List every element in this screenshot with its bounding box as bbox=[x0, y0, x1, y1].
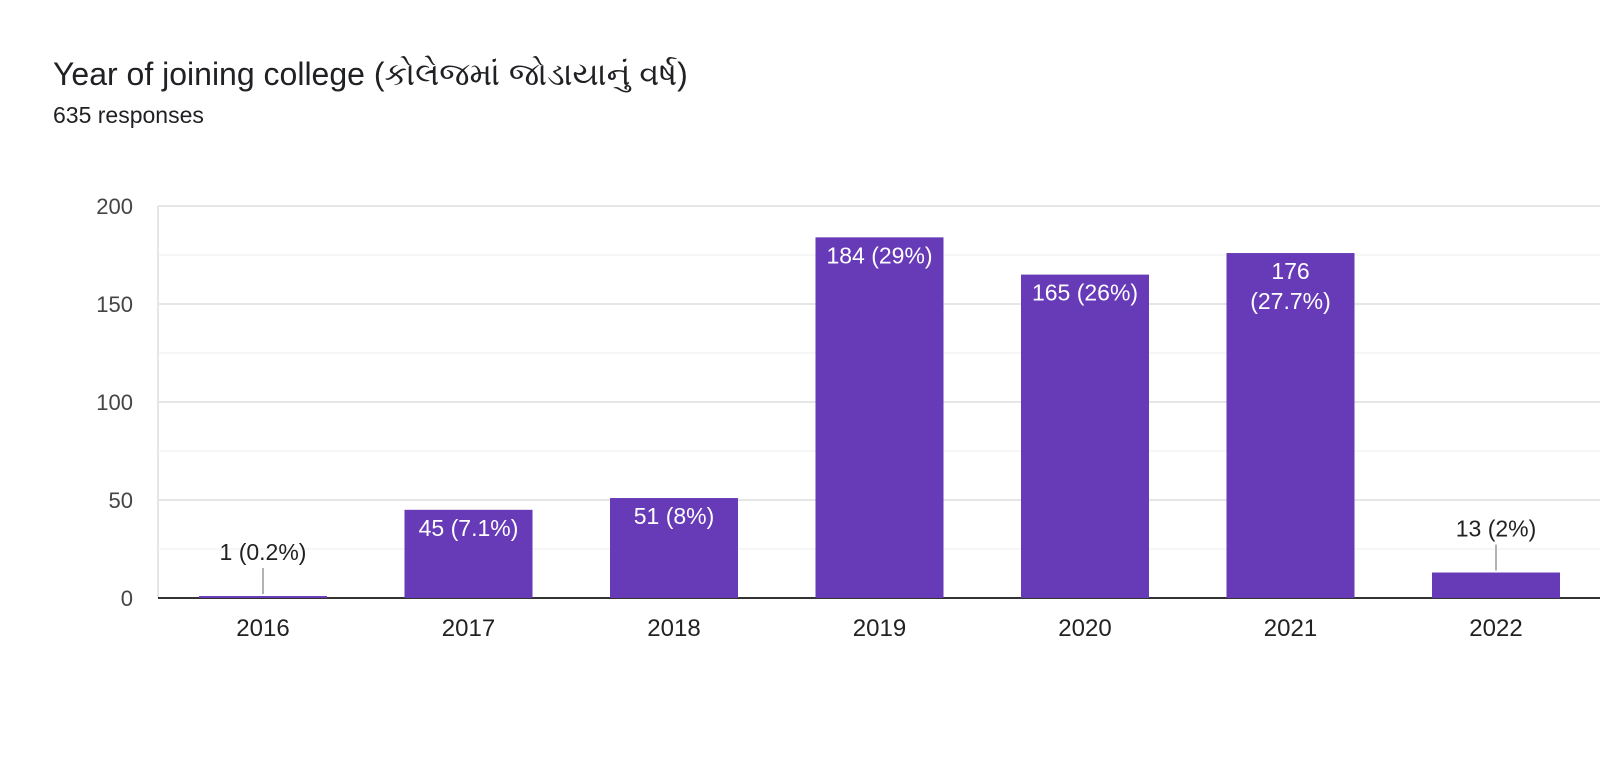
chart-header: Year of joining college (કોલેજમાં જોડાયા… bbox=[53, 52, 688, 130]
bar-2019[interactable] bbox=[815, 237, 944, 599]
x-tick-label: 2019 bbox=[853, 615, 906, 642]
data-label: 45 (7.1%) bbox=[419, 515, 519, 541]
data-labels: 1 (0.2%) 45 (7.1%) 51 (8%) 184 (29%) 165 (26… bbox=[220, 242, 1537, 595]
bars bbox=[199, 237, 1560, 599]
x-tick-label: 2020 bbox=[1058, 615, 1111, 642]
chart-title: Year of joining college (કોલેજમાં જોડાયા… bbox=[53, 56, 688, 92]
x-tick-label: 2017 bbox=[442, 615, 495, 642]
data-label: 51 (8%) bbox=[634, 503, 715, 529]
y-tick-label: 50 bbox=[109, 488, 133, 513]
data-label: (27.7%) bbox=[1250, 288, 1331, 314]
x-tick-label: 2016 bbox=[236, 615, 289, 642]
response-count: 635 responses bbox=[53, 102, 204, 128]
axes: 0 50 100 150 200 2016 2017 2018 2019 2020 2021 2022 bbox=[96, 194, 1600, 642]
x-tick-label: 2021 bbox=[1264, 615, 1317, 642]
bar-2020[interactable] bbox=[1021, 274, 1149, 598]
y-tick-label: 0 bbox=[121, 586, 133, 611]
data-label: 13 (2%) bbox=[1456, 516, 1537, 542]
bar-2021[interactable] bbox=[1226, 253, 1355, 599]
bar-2018[interactable] bbox=[610, 498, 738, 598]
x-tick-label: 2022 bbox=[1469, 615, 1522, 642]
data-label: 176 bbox=[1271, 258, 1309, 284]
bar-2022[interactable] bbox=[1432, 572, 1560, 598]
data-label: 1 (0.2%) bbox=[220, 539, 307, 565]
data-label: 165 (26%) bbox=[1032, 280, 1138, 306]
bar-2016[interactable] bbox=[199, 596, 327, 598]
y-tick-label: 200 bbox=[96, 194, 133, 219]
y-tick-label: 100 bbox=[96, 390, 133, 415]
x-tick-label: 2018 bbox=[647, 615, 700, 642]
y-tick-label: 150 bbox=[96, 292, 133, 317]
data-label: 184 (29%) bbox=[826, 242, 932, 268]
bar-2017[interactable] bbox=[404, 509, 533, 598]
